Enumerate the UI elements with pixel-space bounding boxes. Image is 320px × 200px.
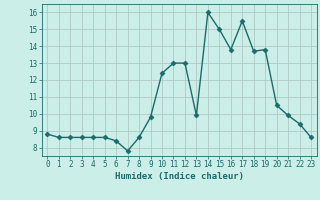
- X-axis label: Humidex (Indice chaleur): Humidex (Indice chaleur): [115, 172, 244, 181]
